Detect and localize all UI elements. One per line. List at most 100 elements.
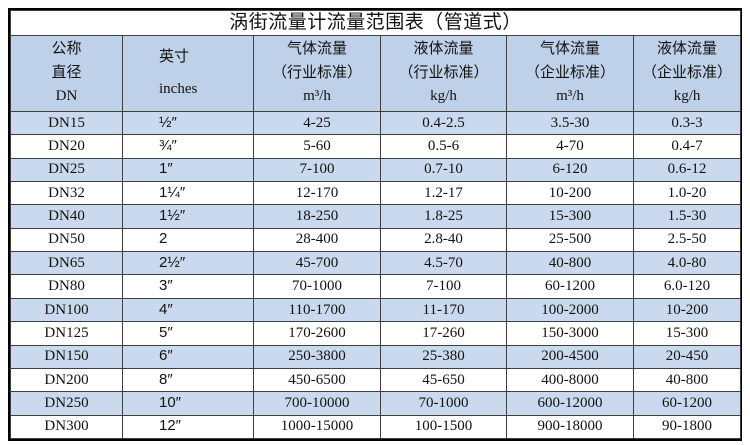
flow-value-cell: 700-10000	[253, 391, 381, 416]
column-header-dn: 公称 直径 DN	[10, 34, 123, 112]
header-line: kg/h	[673, 88, 701, 105]
flow-value-cell: 7-100	[380, 274, 507, 299]
header-line: m³/h	[556, 88, 584, 105]
flow-value-cell: 60-1200	[506, 274, 634, 299]
table-title: 涡街流量计流量范围表（管道式）	[9, 10, 742, 36]
flow-value-cell: 25-500	[506, 227, 634, 253]
inches-cell: 2½″	[122, 250, 254, 276]
flow-value-cell: 0.3-3	[632, 110, 742, 136]
flow-value-cell: 4.5-70	[380, 250, 507, 276]
dn-cell: DN32	[10, 180, 123, 206]
flow-value-cell: 1.5-30	[632, 204, 742, 229]
column-header-lines: 气体流量 （行业标准） m³/h	[255, 36, 380, 110]
flow-value-cell: 6.0-120	[632, 274, 742, 299]
flow-value-cell: 110-1700	[253, 297, 381, 323]
flow-value-cell: 17-260	[380, 321, 507, 346]
flow-value-cell: 2.8-40	[380, 227, 507, 253]
flow-value-cell: 0.4-2.5	[380, 110, 507, 136]
flow-value-cell: 4-70	[506, 134, 634, 159]
column-header-lines: 英寸 inches	[159, 36, 253, 110]
dn-cell: DN200	[10, 367, 123, 393]
dn-cell: DN150	[10, 344, 123, 369]
flow-value-cell: 45-650	[380, 367, 507, 393]
header-line: 英寸	[159, 49, 190, 66]
inches-cell: 1″	[122, 157, 254, 182]
flow-value-cell: 100-1500	[380, 414, 507, 440]
flow-value-cell: 20-450	[632, 344, 742, 369]
flow-value-cell: 60-1200	[632, 391, 742, 416]
flow-value-cell: 450-6500	[253, 367, 381, 393]
flow-value-cell: 400-8000	[506, 367, 634, 393]
flow-value-cell: 6-120	[506, 157, 634, 182]
flow-value-cell: 0.4-7	[632, 134, 742, 159]
column-header-lines: 气体流量 （企业标准） m³/h	[508, 36, 633, 110]
column-header-lines: 液体流量 （行业标准） kg/h	[382, 36, 506, 110]
flow-value-cell: 40-800	[632, 367, 742, 393]
header-line: 气体流量	[539, 41, 600, 58]
inches-cell: 3″	[122, 274, 254, 299]
column-header-liquid-enterprise: 液体流量 （企业标准） kg/h	[632, 34, 742, 112]
inches-cell: 5″	[122, 321, 254, 346]
flow-value-cell: 3.5-30	[506, 110, 634, 136]
table-row-dn150: DN150 6″ 250-3800 25-380 200-4500 20-450	[10, 344, 742, 369]
flow-value-cell: 45-700	[253, 250, 381, 276]
inches-cell: 2	[122, 227, 254, 253]
header-line: m³/h	[303, 88, 331, 105]
flow-value-cell: 18-250	[253, 204, 381, 229]
column-header-gas-industry: 气体流量 （行业标准） m³/h	[253, 34, 381, 112]
table-header-row: 公称 直径 DN 英寸 inches 气体流量 （行业标准） m³/h 液体流量 （行业标准） kg…	[10, 34, 742, 112]
header-line: （行业标准）	[271, 64, 362, 81]
inches-cell: 4″	[122, 297, 254, 323]
table-row-dn200: DN200 8″ 450-6500 45-650 400-8000 40-800	[10, 367, 742, 393]
table-row-dn80: DN80 3″ 70-1000 7-100 60-1200 6.0-120	[10, 274, 742, 299]
flow-value-cell: 170-2600	[253, 321, 381, 346]
flow-value-cell: 1.8-25	[380, 204, 507, 229]
table-title-row: 涡街流量计流量范围表（管道式）	[9, 10, 742, 36]
header-line: 液体流量	[657, 41, 718, 58]
dn-cell: DN80	[10, 274, 123, 299]
flow-value-cell: 40-800	[506, 250, 634, 276]
dn-cell: DN40	[10, 204, 123, 229]
dn-cell: DN15	[10, 110, 123, 136]
header-line: inches	[159, 80, 198, 97]
header-line: kg/h	[430, 88, 457, 105]
flow-value-cell: 70-1000	[253, 274, 381, 299]
column-header-lines: 公称 直径 DN	[12, 36, 122, 110]
flow-value-cell: 15-300	[632, 321, 742, 346]
header-line: （企业标准）	[642, 64, 733, 81]
flow-value-cell: 1.0-20	[632, 180, 742, 206]
table-row-dn20: DN20 ¾″ 5-60 0.5-6 4-70 0.4-7	[10, 134, 742, 159]
flow-range-table-frame: 涡街流量计流量范围表（管道式） 公称 直径 DN 英寸 inches 气体流量 （行业标准）…	[8, 8, 742, 441]
flow-value-cell: 4-25	[253, 110, 381, 136]
flow-value-cell: 1000-15000	[253, 414, 381, 440]
inches-cell: ¾″	[122, 134, 254, 159]
table-row-dn25: DN25 1″ 7-100 0.7-10 6-120 0.6-12	[10, 157, 742, 182]
flow-range-table: 涡街流量计流量范围表（管道式） 公称 直径 DN 英寸 inches 气体流量 （行业标准）…	[9, 10, 742, 440]
flow-value-cell: 150-3000	[506, 321, 634, 346]
inches-cell: 1½″	[122, 204, 254, 229]
dn-cell: DN125	[10, 321, 123, 346]
table-row-dn125: DN125 5″ 170-2600 17-260 150-3000 15-300	[10, 321, 742, 346]
dn-cell: DN50	[10, 227, 123, 253]
flow-value-cell: 2.5-50	[632, 227, 742, 253]
header-line: （企业标准）	[524, 64, 615, 81]
column-header-inches: 英寸 inches	[122, 34, 254, 112]
flow-value-cell: 0.5-6	[380, 134, 507, 159]
inches-cell: 6″	[122, 344, 254, 369]
table-row-dn300: DN300 12″ 1000-15000 100-1500 900-18000 90-18…	[10, 414, 742, 440]
flow-value-cell: 200-4500	[506, 344, 634, 369]
header-line: 液体流量	[413, 41, 474, 58]
flow-value-cell: 70-1000	[380, 391, 507, 416]
column-header-liquid-industry: 液体流量 （行业标准） kg/h	[380, 34, 507, 112]
flow-value-cell: 10-200	[632, 297, 742, 323]
header-line: 直径	[51, 64, 82, 81]
flow-value-cell: 90-1800	[632, 414, 742, 440]
table-row-dn50: DN50 2 28-400 2.8-40 25-500 2.5-50	[10, 227, 742, 253]
flow-value-cell: 0.6-12	[632, 157, 742, 182]
column-header-lines: 液体流量 （企业标准） kg/h	[635, 36, 740, 110]
table-row-dn250: DN250 10″ 700-10000 70-1000 600-12000 60-1200	[10, 391, 742, 416]
flow-value-cell: 250-3800	[253, 344, 381, 369]
table-row-dn15: DN15 ½″ 4-25 0.4-2.5 3.5-30 0.3-3	[10, 110, 742, 136]
flow-value-cell: 12-170	[253, 180, 381, 206]
